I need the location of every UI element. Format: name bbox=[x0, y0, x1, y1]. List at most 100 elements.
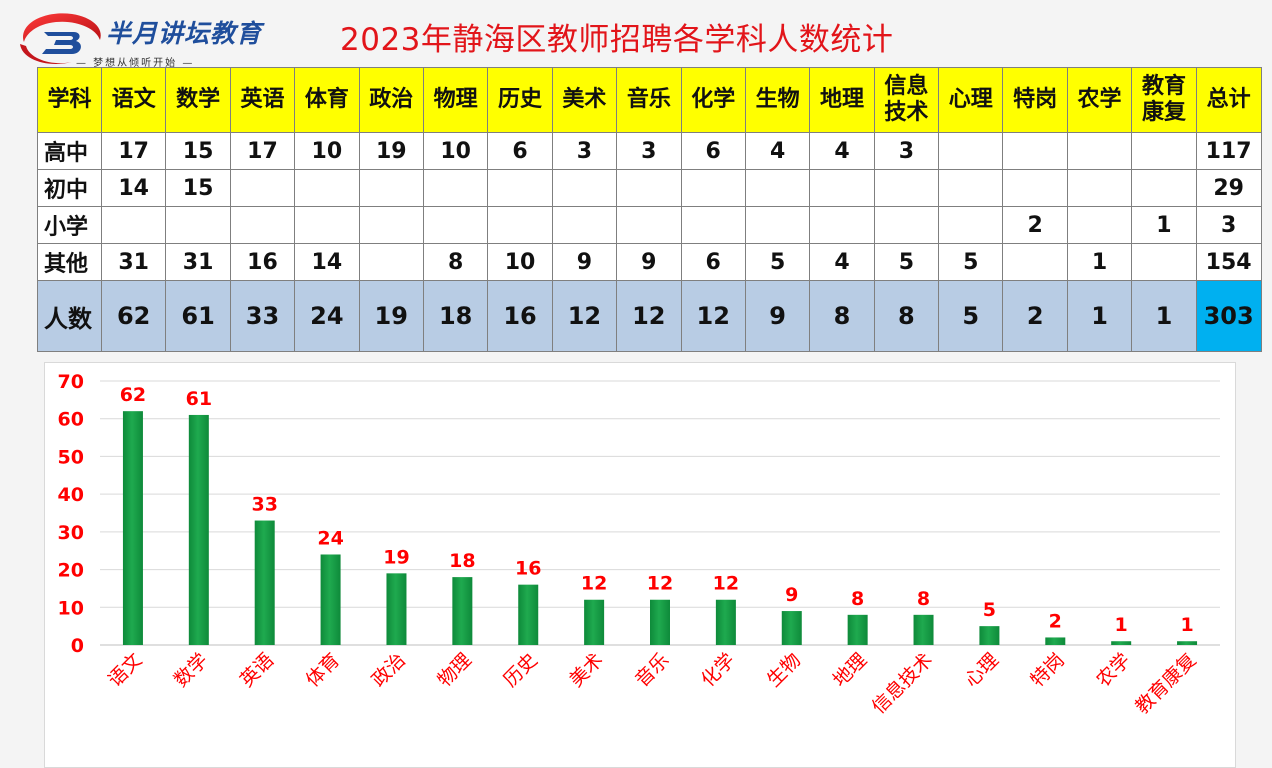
table-cell: 5 bbox=[873, 243, 940, 281]
table-cell bbox=[616, 169, 682, 207]
header-cell: 数学 bbox=[165, 67, 231, 133]
bar bbox=[913, 614, 934, 645]
sum-row-label: 人数 bbox=[37, 280, 102, 352]
table-cell: 4 bbox=[744, 132, 811, 170]
x-tick-label: 化学 bbox=[697, 649, 739, 691]
table-cell: 9 bbox=[551, 243, 618, 281]
logo-mark-icon bbox=[20, 13, 101, 64]
header-cell: 美术 bbox=[551, 67, 618, 133]
sum-cell: 9 bbox=[744, 280, 811, 352]
x-tick-label: 体育 bbox=[302, 649, 344, 691]
table-cell bbox=[873, 169, 940, 207]
table-cell: 1 bbox=[1131, 206, 1197, 244]
data-label: 2 bbox=[1049, 610, 1062, 632]
table-row: 小学 2 1 3 bbox=[37, 206, 1262, 244]
table-cell: 5 bbox=[938, 243, 1004, 281]
table-cell: 19 bbox=[358, 132, 424, 170]
table-row: 其他 31 31 16 14 8 10 9 9 6 5 4 5 5 1 154 bbox=[37, 243, 1262, 281]
header-cell: 学科 bbox=[37, 67, 102, 133]
logo-name: 半月讲坛教育 bbox=[106, 19, 263, 48]
data-label: 1 bbox=[1180, 614, 1193, 636]
table-cell bbox=[229, 169, 296, 207]
table-cell bbox=[1066, 169, 1133, 207]
sum-cell: 24 bbox=[294, 280, 360, 352]
row-label: 高中 bbox=[37, 132, 102, 170]
data-label: 8 bbox=[917, 588, 930, 610]
chart-panel: 0 10 20 30 40 50 60 70 62 语文 61 数学 33 英语 24 体育 19 政治 18 物理 1… bbox=[44, 362, 1236, 768]
y-tick-label: 30 bbox=[58, 522, 84, 544]
table-cell: 10 bbox=[487, 243, 553, 281]
x-tick-label: 政治 bbox=[368, 649, 410, 691]
table-cell: 15 bbox=[165, 169, 231, 207]
table-cell: 9 bbox=[616, 243, 682, 281]
header-cell: 地理 bbox=[809, 67, 875, 133]
bar bbox=[1177, 641, 1198, 645]
table-cell bbox=[1131, 243, 1197, 281]
bar bbox=[979, 626, 1000, 645]
bar bbox=[650, 599, 670, 645]
header-cell: 信息 技术 bbox=[873, 67, 940, 133]
table-sum-row: 人数 62 61 33 24 19 18 16 12 12 12 9 8 8 5 2 1 1 303 bbox=[37, 280, 1262, 352]
grand-total-cell: 303 bbox=[1195, 280, 1262, 352]
x-tick-label: 物理 bbox=[433, 649, 475, 691]
table-cell bbox=[294, 169, 360, 207]
sum-cell: 12 bbox=[551, 280, 618, 352]
header-cell: 生物 bbox=[744, 67, 811, 133]
data-label: 12 bbox=[581, 573, 607, 595]
bar bbox=[386, 573, 407, 645]
header-cell: 英语 bbox=[229, 67, 296, 133]
header-cell: 历史 bbox=[487, 67, 553, 133]
sum-cell: 1 bbox=[1131, 280, 1197, 352]
table-row: 初中 14 15 29 bbox=[37, 169, 1262, 207]
sum-cell: 61 bbox=[165, 280, 231, 352]
x-tick-label: 信息技术 bbox=[868, 649, 937, 718]
table-cell bbox=[422, 206, 489, 244]
table-cell: 17 bbox=[229, 132, 296, 170]
bar bbox=[518, 584, 539, 645]
table-cell bbox=[873, 206, 940, 244]
bar bbox=[320, 554, 341, 645]
x-tick-label: 农学 bbox=[1092, 649, 1134, 691]
data-label: 18 bbox=[449, 550, 475, 572]
header-cell: 教育 康复 bbox=[1131, 67, 1197, 133]
data-label: 8 bbox=[851, 588, 864, 610]
sum-cell: 8 bbox=[873, 280, 940, 352]
bar bbox=[715, 599, 736, 645]
row-label: 小学 bbox=[37, 206, 102, 244]
y-tick-label: 40 bbox=[58, 484, 84, 506]
table-cell: 10 bbox=[422, 132, 489, 170]
data-label: 61 bbox=[186, 388, 212, 410]
table-cell: 31 bbox=[165, 243, 231, 281]
sum-cell: 12 bbox=[680, 280, 746, 352]
sum-cell: 18 bbox=[422, 280, 489, 352]
x-tick-label: 数学 bbox=[170, 649, 212, 691]
data-label: 19 bbox=[383, 546, 409, 568]
page-title: 2023年静海区教师招聘各学科人数统计 bbox=[340, 22, 894, 58]
table-cell: 1 bbox=[1066, 243, 1133, 281]
table-cell: 5 bbox=[744, 243, 811, 281]
sum-cell: 33 bbox=[229, 280, 296, 352]
data-label: 5 bbox=[983, 599, 996, 621]
table-cell bbox=[1002, 169, 1068, 207]
header-cell: 化学 bbox=[680, 67, 746, 133]
table-cell bbox=[744, 206, 811, 244]
stats-table: 学科 语文 数学 英语 体育 政治 物理 历史 美术 音乐 化学 生物 地理 信息 技术 心理 特岗 农学 教育 康复… bbox=[37, 67, 1262, 352]
data-label: 9 bbox=[785, 584, 798, 606]
table-cell bbox=[100, 206, 167, 244]
table-header-row: 学科 语文 数学 英语 体育 政治 物理 历史 美术 音乐 化学 生物 地理 信息 技术 心理 特岗 农学 教育 康复… bbox=[37, 67, 1262, 133]
table-cell: 6 bbox=[680, 132, 746, 170]
table-cell bbox=[809, 169, 875, 207]
table-cell bbox=[294, 206, 360, 244]
y-tick-label: 70 bbox=[58, 371, 84, 393]
table-cell: 117 bbox=[1195, 132, 1262, 170]
x-tick-label: 教育康复 bbox=[1131, 649, 1200, 718]
table-cell bbox=[1066, 206, 1133, 244]
table-cell: 3 bbox=[873, 132, 940, 170]
bar bbox=[1045, 637, 1066, 645]
sum-cell: 8 bbox=[809, 280, 875, 352]
table-cell: 16 bbox=[229, 243, 296, 281]
header-cell: 农学 bbox=[1066, 67, 1133, 133]
logo-tagline: — 梦想从倾听开始 — bbox=[76, 58, 195, 69]
header-cell: 心理 bbox=[938, 67, 1004, 133]
x-tick-label: 心理 bbox=[961, 649, 1003, 691]
